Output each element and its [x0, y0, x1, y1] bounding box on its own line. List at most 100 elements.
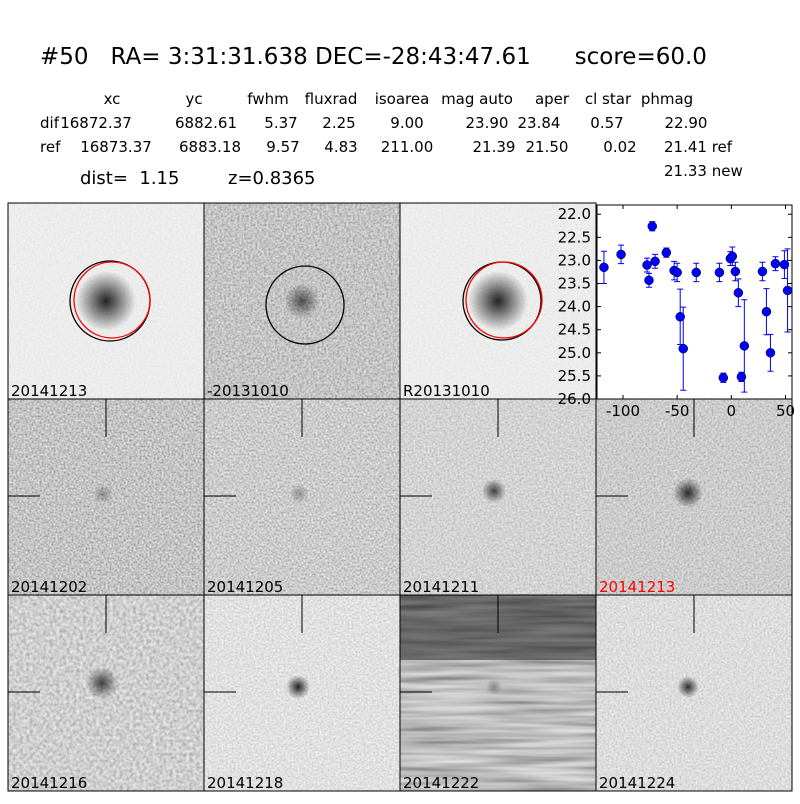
source-blob	[286, 675, 310, 699]
data-point	[599, 262, 609, 273]
data-point	[650, 256, 660, 267]
data-point-group	[599, 250, 609, 285]
data-point-group	[765, 333, 776, 372]
column-header: aper	[535, 90, 570, 108]
column-header: fluxrad	[305, 90, 358, 108]
data-point	[736, 372, 747, 382]
aperture	[73, 261, 151, 339]
table-cell: 21.39	[473, 138, 516, 156]
source-blob	[468, 271, 528, 331]
stamp-label: 20141202	[11, 578, 87, 596]
data-point-group	[779, 250, 790, 279]
source-blob	[289, 484, 309, 504]
image-stamp	[8, 203, 204, 399]
data-point-group	[644, 272, 654, 288]
data-point-group	[727, 246, 738, 267]
table-cell: 16872.37	[60, 114, 132, 132]
table-cell: 16873.37	[80, 138, 152, 156]
data-point	[672, 267, 682, 278]
aperture	[265, 265, 345, 345]
stamp-label: -20131010	[207, 382, 289, 400]
data-point-group	[691, 262, 701, 283]
table-cell: 23.84	[518, 114, 561, 132]
data-point	[691, 267, 701, 278]
y-tick-label: 22.0	[558, 205, 591, 223]
table-cell: 0.02	[603, 138, 636, 156]
stamp-frame	[595, 594, 793, 792]
redshift: z=0.8365	[228, 168, 316, 189]
data-point-group	[616, 244, 626, 265]
stamp-label: 20141211	[403, 578, 479, 596]
image-stamp	[204, 595, 400, 791]
image-stamp	[400, 595, 596, 791]
data-point	[733, 288, 744, 298]
data-point	[616, 249, 626, 260]
table-cell: 2.25	[322, 114, 355, 132]
data-point	[718, 373, 729, 383]
data-point	[761, 306, 772, 317]
data-point-group	[718, 372, 729, 383]
table-cell: 21.41 ref	[664, 138, 733, 156]
data-point	[727, 251, 738, 262]
y-tick-label: 25.5	[558, 367, 591, 385]
dist: dist= 1.15	[80, 168, 179, 189]
source-blob	[86, 667, 118, 699]
source-blob	[673, 478, 703, 508]
data-point-group	[661, 247, 672, 258]
stamp-label: 20141224	[599, 774, 675, 792]
data-point-group	[739, 299, 750, 393]
source-blob	[677, 676, 699, 698]
table-cell: 22.90	[665, 114, 708, 132]
table-cell: 6882.61	[175, 114, 237, 132]
image-stamp	[8, 399, 204, 595]
column-header: mag auto	[441, 90, 513, 108]
image-stamp	[204, 203, 400, 399]
data-point-group	[730, 261, 741, 282]
data-point	[757, 266, 768, 277]
image-stamp	[204, 399, 400, 595]
image-stamp	[400, 203, 596, 399]
data-point	[642, 260, 652, 270]
column-header: fwhm	[247, 90, 288, 108]
row-label: ref	[40, 138, 61, 156]
stamp-label: 20141222	[403, 774, 479, 792]
y-tick-label: 24.0	[558, 298, 591, 316]
table-cell: 0.57	[590, 114, 623, 132]
x-tick-label: -100	[606, 402, 640, 420]
table-cell: 9.57	[266, 138, 299, 156]
data-point	[730, 266, 741, 277]
data-point-group	[672, 262, 682, 283]
stamp-label: 20141213	[11, 382, 87, 400]
stamp-label: 20141216	[11, 774, 87, 792]
table-cell: 4.83	[324, 138, 357, 156]
row-label: dif	[40, 114, 60, 132]
data-point	[765, 348, 776, 358]
image-stamp	[8, 595, 204, 791]
source-blob	[284, 283, 320, 319]
x-tick-label: 0	[727, 402, 737, 420]
x-tick-label: -50	[665, 402, 690, 420]
column-header: phmag	[641, 90, 693, 108]
data-point	[661, 247, 672, 258]
data-point	[739, 341, 750, 351]
stamp-label: 20141213	[599, 578, 675, 596]
image-stamp	[596, 399, 792, 595]
y-tick-label: 22.5	[558, 228, 591, 246]
data-point-group	[678, 306, 688, 391]
data-point	[770, 258, 781, 269]
data-point	[675, 312, 685, 322]
stamp-label: 20141205	[207, 578, 283, 596]
data-point-group	[650, 253, 660, 269]
data-point-group	[647, 221, 657, 232]
column-header: xc	[104, 90, 121, 108]
data-point-group	[733, 278, 744, 308]
data-point-group	[757, 261, 768, 282]
y-tick-label: 24.5	[558, 321, 591, 339]
y-tick-label: 25.0	[558, 344, 591, 362]
source-blob	[93, 484, 113, 504]
y-tick-label: 26.0	[558, 390, 591, 408]
title: #50 RA= 3:31:31.638 DEC=-28:43:47.61 sco…	[40, 44, 707, 70]
data-point-group	[642, 257, 652, 273]
table-cell: 21.50	[526, 138, 569, 156]
